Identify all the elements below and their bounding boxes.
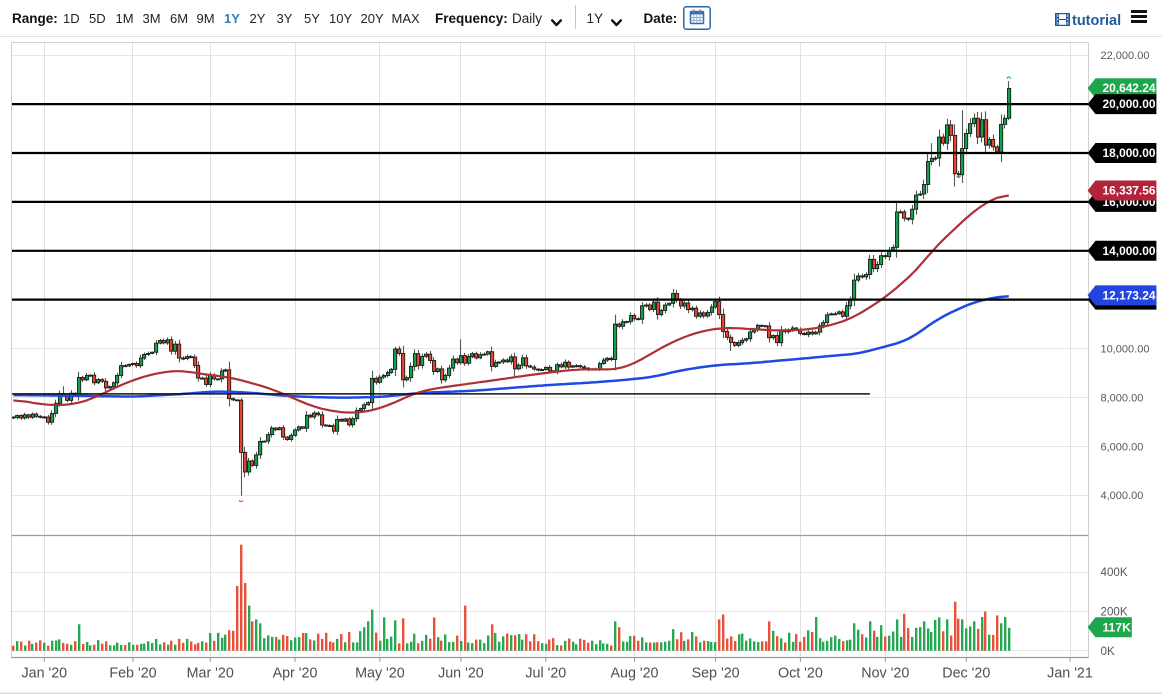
svg-text:Dec '20: Dec '20 bbox=[942, 666, 990, 682]
svg-text:Oct '20: Oct '20 bbox=[778, 666, 823, 682]
svg-text:4,000.00: 4,000.00 bbox=[1101, 490, 1144, 502]
svg-text:Feb '20: Feb '20 bbox=[109, 666, 156, 682]
svg-text:117K: 117K bbox=[1102, 620, 1131, 634]
svg-text:6,000.00: 6,000.00 bbox=[1101, 441, 1144, 453]
svg-text:10,000.00: 10,000.00 bbox=[1101, 344, 1150, 356]
svg-text:Jun '20: Jun '20 bbox=[438, 666, 484, 682]
svg-text:18,000.00: 18,000.00 bbox=[1103, 146, 1156, 160]
svg-text:Aug '20: Aug '20 bbox=[610, 666, 658, 682]
svg-text:20,000.00: 20,000.00 bbox=[1103, 97, 1156, 111]
svg-text:0K: 0K bbox=[1101, 645, 1115, 658]
svg-text:Jan '20: Jan '20 bbox=[21, 666, 67, 682]
svg-text:12,173.24: 12,173.24 bbox=[1103, 288, 1156, 302]
svg-text:22,000.00: 22,000.00 bbox=[1101, 50, 1150, 62]
svg-text:Jan '21: Jan '21 bbox=[1047, 666, 1093, 682]
svg-text:Nov '20: Nov '20 bbox=[861, 666, 909, 682]
svg-text:8,000.00: 8,000.00 bbox=[1101, 392, 1144, 404]
svg-text:Jul '20: Jul '20 bbox=[525, 666, 566, 682]
svg-text:Sep '20: Sep '20 bbox=[692, 666, 740, 682]
svg-text:14,000.00: 14,000.00 bbox=[1103, 244, 1156, 258]
svg-text:400K: 400K bbox=[1101, 566, 1128, 579]
svg-text:20,642.24: 20,642.24 bbox=[1103, 81, 1156, 95]
svg-text:200K: 200K bbox=[1101, 606, 1128, 619]
svg-text:Mar '20: Mar '20 bbox=[187, 666, 234, 682]
svg-text:May '20: May '20 bbox=[355, 666, 405, 682]
svg-text:16,337.56: 16,337.56 bbox=[1103, 184, 1156, 198]
svg-text:Apr '20: Apr '20 bbox=[273, 666, 318, 682]
